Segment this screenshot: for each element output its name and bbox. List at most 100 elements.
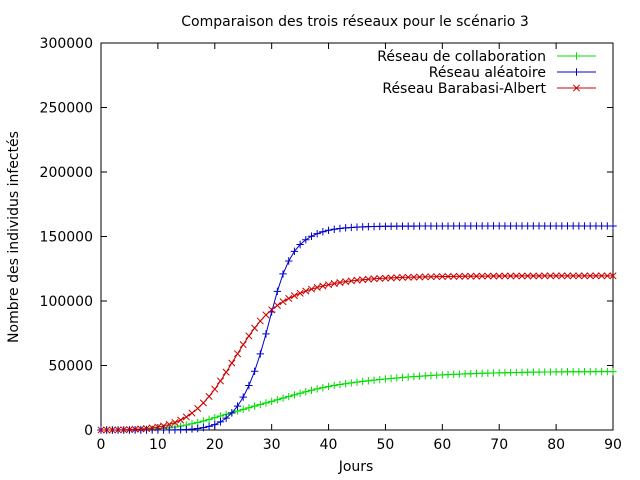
data-point: [461, 272, 469, 280]
data-point: [148, 424, 156, 432]
data-point: [598, 272, 606, 280]
y-tick-label: 50000: [48, 359, 93, 375]
data-point: [251, 324, 259, 332]
data-point: [171, 418, 179, 427]
data-point: [137, 425, 145, 433]
x-tick-label: 90: [604, 437, 622, 453]
data-point: [296, 289, 304, 297]
data-point: [239, 341, 247, 349]
y-tick-label: 0: [84, 423, 93, 439]
x-tick-label: 30: [263, 437, 281, 453]
data-point: [205, 422, 213, 431]
data-point: [341, 379, 350, 388]
data-point: [296, 240, 304, 249]
data-point: [285, 294, 293, 302]
y-tick-label: 100000: [40, 294, 93, 310]
y-tick-label: 250000: [40, 101, 93, 117]
data-point: [165, 420, 173, 429]
data-point: [347, 277, 355, 285]
data-point: [228, 359, 236, 367]
data-point: [410, 273, 418, 281]
data-point: [472, 272, 481, 280]
data-point: [211, 420, 219, 429]
data-point: [262, 330, 270, 338]
data-point: [324, 382, 333, 391]
data-point: [358, 377, 367, 386]
data-point: [211, 413, 219, 422]
data-point: [120, 426, 128, 434]
data-point: [347, 379, 356, 387]
data-point: [489, 272, 498, 280]
x-axis-label: Jours: [338, 459, 374, 475]
data-point: [307, 232, 316, 240]
data-point: [387, 374, 395, 383]
x-tick-label: 20: [206, 437, 224, 453]
data-point: [245, 332, 253, 340]
y-axis-ticks: 0 50000 100000 150000 200000 250000 300000: [40, 36, 613, 439]
data-point: [541, 272, 549, 280]
data-point: [603, 272, 611, 280]
legend-marker: [572, 68, 581, 76]
data-point: [302, 388, 310, 396]
series-line: [101, 275, 613, 431]
data-point: [228, 409, 236, 417]
x-tick-label: 0: [97, 437, 106, 453]
data-point: [290, 292, 298, 300]
series-group: [97, 222, 617, 434]
data-point: [108, 426, 116, 434]
data-point: [285, 392, 293, 401]
data-point: [211, 385, 219, 393]
data-point: [205, 415, 213, 424]
data-point: [404, 273, 412, 281]
data-point: [313, 229, 321, 238]
data-point: [381, 375, 390, 383]
data-point: [501, 272, 509, 280]
y-tick-label: 300000: [40, 36, 93, 52]
x-tick-label: 50: [377, 437, 395, 453]
data-point: [199, 399, 207, 407]
data-point: [381, 274, 389, 282]
data-point: [205, 392, 213, 401]
data-point: [216, 418, 225, 426]
data-point: [330, 225, 338, 233]
data-point: [262, 399, 270, 407]
data-point: [290, 391, 299, 399]
data-point: [233, 402, 242, 410]
data-point: [330, 381, 338, 390]
data-point: [364, 377, 373, 385]
data-point: [222, 368, 230, 376]
y-tick-label: 150000: [40, 230, 93, 246]
data-point: [484, 272, 492, 280]
data-point: [427, 273, 435, 281]
data-point: [131, 425, 139, 433]
data-point: [194, 424, 202, 433]
series-2: [97, 222, 617, 434]
x-tick-label: 80: [547, 437, 565, 453]
data-point: [194, 404, 202, 413]
data-point: [256, 400, 264, 409]
data-point: [302, 236, 310, 244]
series-1: [97, 367, 617, 434]
x-axis-ticks: 0 10 20 30 40 50 60 70 80 90: [97, 43, 622, 453]
data-point: [444, 272, 452, 281]
data-point: [518, 272, 526, 280]
data-point: [313, 283, 321, 292]
data-point: [330, 280, 338, 288]
data-point: [376, 375, 384, 384]
data-point: [592, 272, 600, 280]
data-point: [558, 272, 566, 280]
data-point: [609, 222, 617, 230]
data-point: [182, 413, 190, 421]
data-point: [285, 257, 293, 265]
data-point: [393, 274, 401, 282]
data-point: [245, 404, 253, 412]
chart-title: Comparaison des trois réseaux pour le sc…: [181, 14, 529, 30]
data-point: [336, 278, 344, 287]
data-point: [177, 416, 185, 424]
data-point: [575, 272, 583, 280]
data-point: [495, 272, 503, 280]
data-point: [125, 425, 133, 434]
data-point: [307, 285, 316, 293]
series-3: [97, 272, 617, 434]
